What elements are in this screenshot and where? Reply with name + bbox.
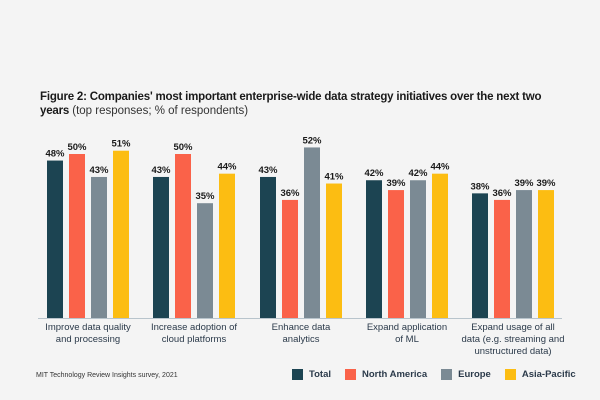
data-label: 50% (173, 142, 193, 153)
data-label: 36% (280, 188, 300, 199)
bar-total-3 (260, 176, 276, 318)
bar-europe-5 (516, 190, 532, 318)
data-label: 35% (195, 191, 215, 202)
bar-north-america-1 (69, 154, 85, 318)
category-label: Increase adoption of cloud platforms (150, 322, 238, 345)
source-note: MIT Technology Review Insights survey, 2… (36, 372, 178, 379)
data-label: 39% (386, 178, 406, 189)
legend-swatch (292, 369, 303, 380)
bar-total-4 (366, 180, 382, 318)
bar-north-america-4 (388, 190, 404, 318)
bar-europe-2 (197, 203, 213, 318)
bar-asia-pacific-2 (219, 173, 235, 318)
bar-asia-pacific-4 (432, 173, 448, 318)
category-label: Improve data quality and processing (45, 322, 131, 345)
data-label: 41% (324, 172, 344, 183)
legend-swatch (504, 369, 516, 380)
legend-label: Total (309, 369, 331, 380)
chart-title: Figure 2: Companies' most important ente… (40, 90, 560, 118)
bar-total-5 (472, 193, 488, 318)
legend-swatch (441, 369, 453, 380)
data-label: 43% (89, 165, 109, 176)
category-label: Expand usage of all data (e.g. streaming … (461, 322, 565, 357)
data-label: 39% (514, 178, 534, 189)
legend-label: Asia-Pacific (521, 369, 576, 380)
legend-label: Europe (458, 369, 491, 380)
legend: Total North America Europe Asia-Pacific (292, 369, 590, 380)
bar-north-america-3 (282, 199, 298, 318)
data-label: 42% (408, 168, 428, 179)
chart-title-bold: Figure 2: Companies' most important ente… (40, 91, 542, 117)
legend-item-north-america: North America (345, 369, 427, 380)
category-label: Expand application of ML (366, 322, 448, 345)
chart-subtitle: (top responses; % of respondents) (69, 105, 249, 117)
bar-asia-pacific-5 (538, 190, 554, 318)
bar-europe-1 (91, 176, 107, 318)
bar-europe-4 (410, 180, 426, 318)
data-label: 51% (111, 139, 131, 150)
bar-europe-3 (304, 147, 320, 318)
data-label: 50% (67, 142, 87, 153)
data-label: 48% (45, 149, 65, 160)
bar-total-2 (153, 176, 169, 318)
bar-north-america-2 (175, 154, 191, 318)
bar-north-america-5 (494, 199, 510, 318)
legend-item-asia-pacific: Asia-Pacific (504, 369, 576, 380)
data-label: 38% (470, 181, 490, 192)
bar-asia-pacific-1 (113, 150, 129, 318)
legend-swatch (345, 369, 356, 380)
data-label: 44% (430, 162, 450, 173)
legend-item-total: Total (292, 369, 331, 380)
bar-total-1 (47, 160, 63, 318)
legend-label: North America (362, 369, 428, 380)
bar-asia-pacific-3 (326, 183, 342, 318)
data-label: 43% (258, 165, 278, 176)
category-label: Enhance data analytics (271, 322, 331, 345)
data-label: 39% (536, 178, 556, 189)
data-label: 42% (364, 168, 384, 179)
data-label: 36% (492, 188, 512, 199)
legend-item-europe: Europe (441, 369, 491, 380)
data-label: 44% (217, 162, 237, 173)
data-label: 52% (302, 135, 322, 146)
data-label: 43% (151, 165, 171, 176)
